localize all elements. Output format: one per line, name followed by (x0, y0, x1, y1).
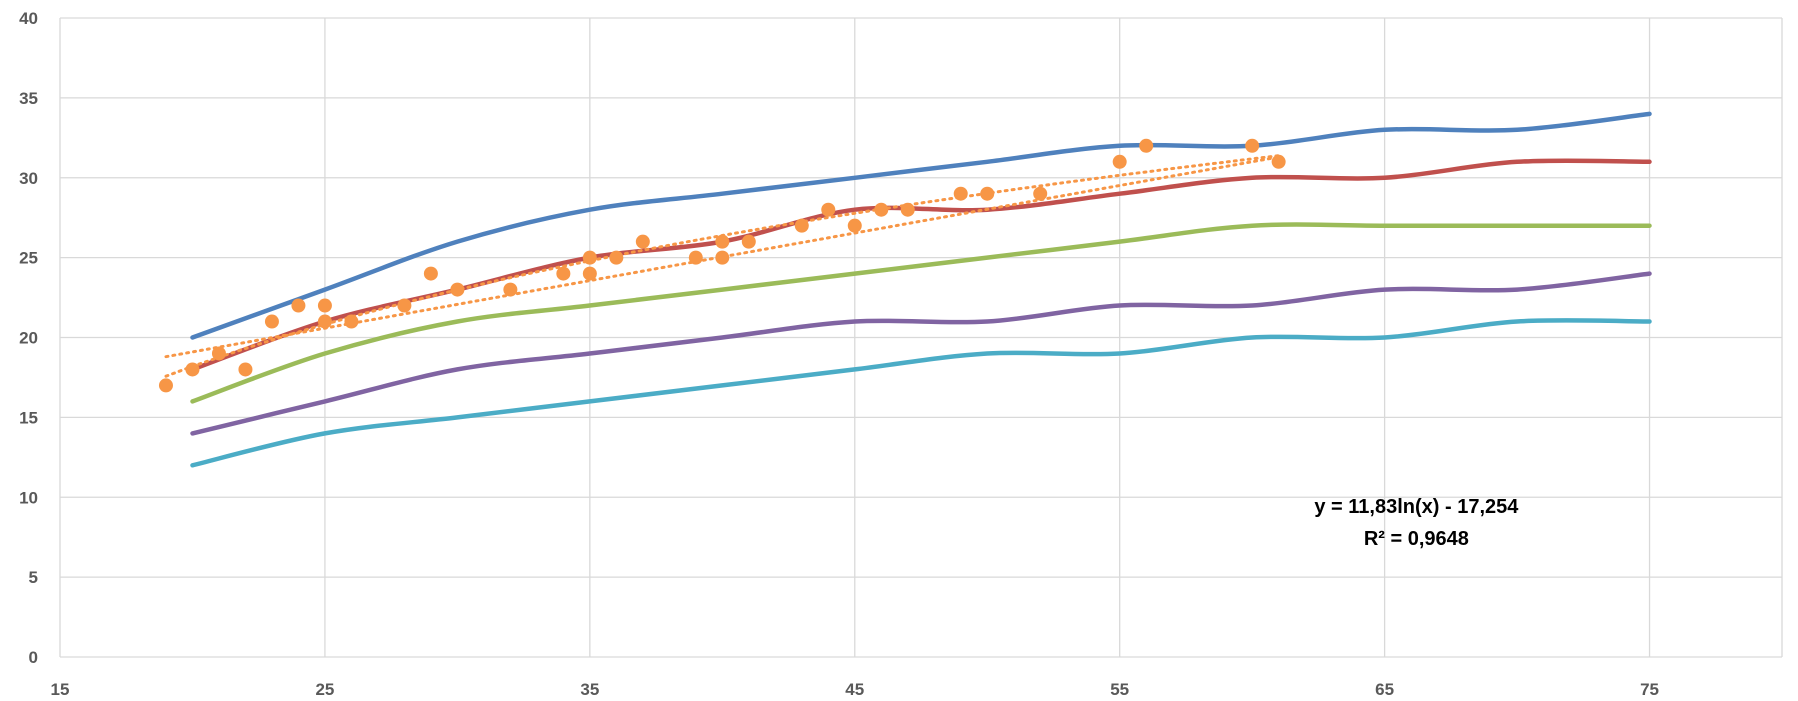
scatter-point (423, 266, 438, 281)
series-line-5 (190, 318, 1652, 468)
scatter-point (1271, 154, 1286, 169)
y-tick-label: 20 (19, 329, 38, 348)
scatter-point (715, 234, 730, 249)
scatter-point (980, 186, 995, 201)
axis-labels: 0 5 10 15 20 25 30 35 40 15 25 35 45 55 65 75 (19, 9, 1659, 699)
r-squared-label: R² = 0,9648 (1364, 528, 1469, 550)
scatter-point (609, 250, 624, 265)
scatter-layer (158, 138, 1286, 393)
trendline-logarithmic (164, 154, 1281, 378)
x-tick-label: 25 (315, 680, 334, 699)
trendline-equation: y = 11,83ln(x) - 17,254 (1314, 496, 1519, 518)
scatter-point (688, 250, 703, 265)
series-layer (190, 111, 1652, 468)
x-tick-label: 15 (51, 680, 70, 699)
scatter-point (582, 250, 597, 265)
series-line-1 (190, 111, 1652, 340)
series-line-3 (190, 222, 1652, 404)
scatter-point (185, 362, 200, 377)
scatter-point (794, 218, 809, 233)
x-tick-label: 75 (1640, 680, 1659, 699)
y-tick-label: 5 (29, 568, 38, 587)
scatter-point (1139, 138, 1154, 153)
scatter-point (503, 282, 518, 297)
x-tick-label: 35 (580, 680, 599, 699)
y-tick-label: 30 (19, 169, 38, 188)
scatter-point (556, 266, 571, 281)
scatter-point (900, 202, 915, 217)
scatter-point (211, 346, 226, 361)
scatter-point (344, 314, 359, 329)
trendline-layer (164, 154, 1281, 378)
series-line-4 (190, 271, 1652, 436)
y-tick-label: 25 (19, 249, 38, 268)
scatter-point (317, 314, 332, 329)
scatter-point (715, 250, 730, 265)
scatter-point (1245, 138, 1260, 153)
scatter-point (317, 298, 332, 313)
scatter-point (953, 186, 968, 201)
scatter-point (847, 218, 862, 233)
scatter-point (238, 362, 253, 377)
scatter-point (291, 298, 306, 313)
y-tick-label: 35 (19, 89, 38, 108)
y-tick-label: 15 (19, 408, 38, 427)
x-tick-label: 65 (1375, 680, 1394, 699)
scatter-point (741, 234, 756, 249)
x-tick-label: 55 (1110, 680, 1129, 699)
scatter-point (582, 266, 597, 281)
scatter-point (264, 314, 279, 329)
scatter-point (158, 378, 173, 393)
grid (59, 17, 1783, 658)
scatter-point (450, 282, 465, 297)
x-tick-label: 45 (845, 680, 864, 699)
scatter-point (821, 202, 836, 217)
scatter-point (1033, 186, 1048, 201)
scatter-point (635, 234, 650, 249)
scatter-point (1112, 154, 1127, 169)
y-tick-label: 0 (29, 648, 38, 667)
y-tick-label: 40 (19, 9, 38, 28)
scatter-point (874, 202, 889, 217)
y-tick-label: 10 (19, 488, 38, 507)
scatter-point (397, 298, 412, 313)
